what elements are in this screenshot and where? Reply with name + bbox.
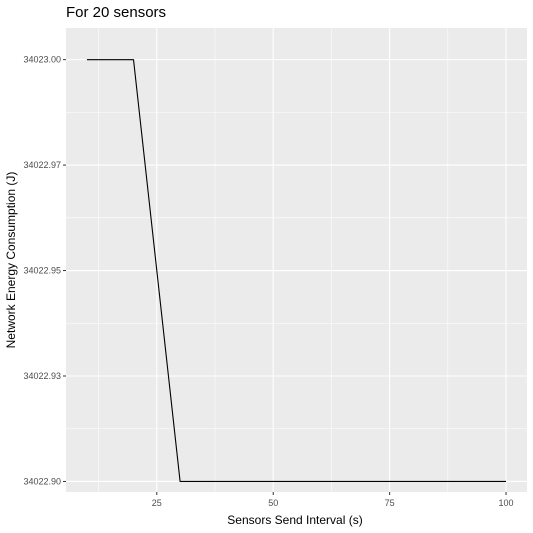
y-tick-label: 34022.90	[23, 476, 61, 486]
y-axis: 34022.90 34022.93 34022.95 34022.97 34023.00	[23, 55, 66, 486]
y-axis-title: Network Energy Consumption (J)	[4, 172, 18, 349]
series-line-1	[86, 59, 507, 483]
x-axis-title: Sensors Send Interval (s)	[227, 513, 362, 527]
x-tick-label: 100	[499, 498, 514, 508]
grid-minor	[66, 28, 527, 492]
y-tick-label: 34023.00	[23, 55, 61, 65]
series-layer	[86, 59, 507, 483]
plot-panel	[66, 28, 527, 492]
x-axis: 25 50 75 100	[152, 492, 514, 508]
x-tick-label: 25	[152, 498, 162, 508]
y-tick-label: 34022.97	[23, 160, 61, 170]
chart-title: For 20 sensors	[66, 4, 166, 21]
y-tick-label: 34022.93	[23, 371, 61, 381]
y-tick-label: 34022.95	[23, 266, 61, 276]
x-tick-label: 75	[385, 498, 395, 508]
x-tick-label: 50	[268, 498, 278, 508]
